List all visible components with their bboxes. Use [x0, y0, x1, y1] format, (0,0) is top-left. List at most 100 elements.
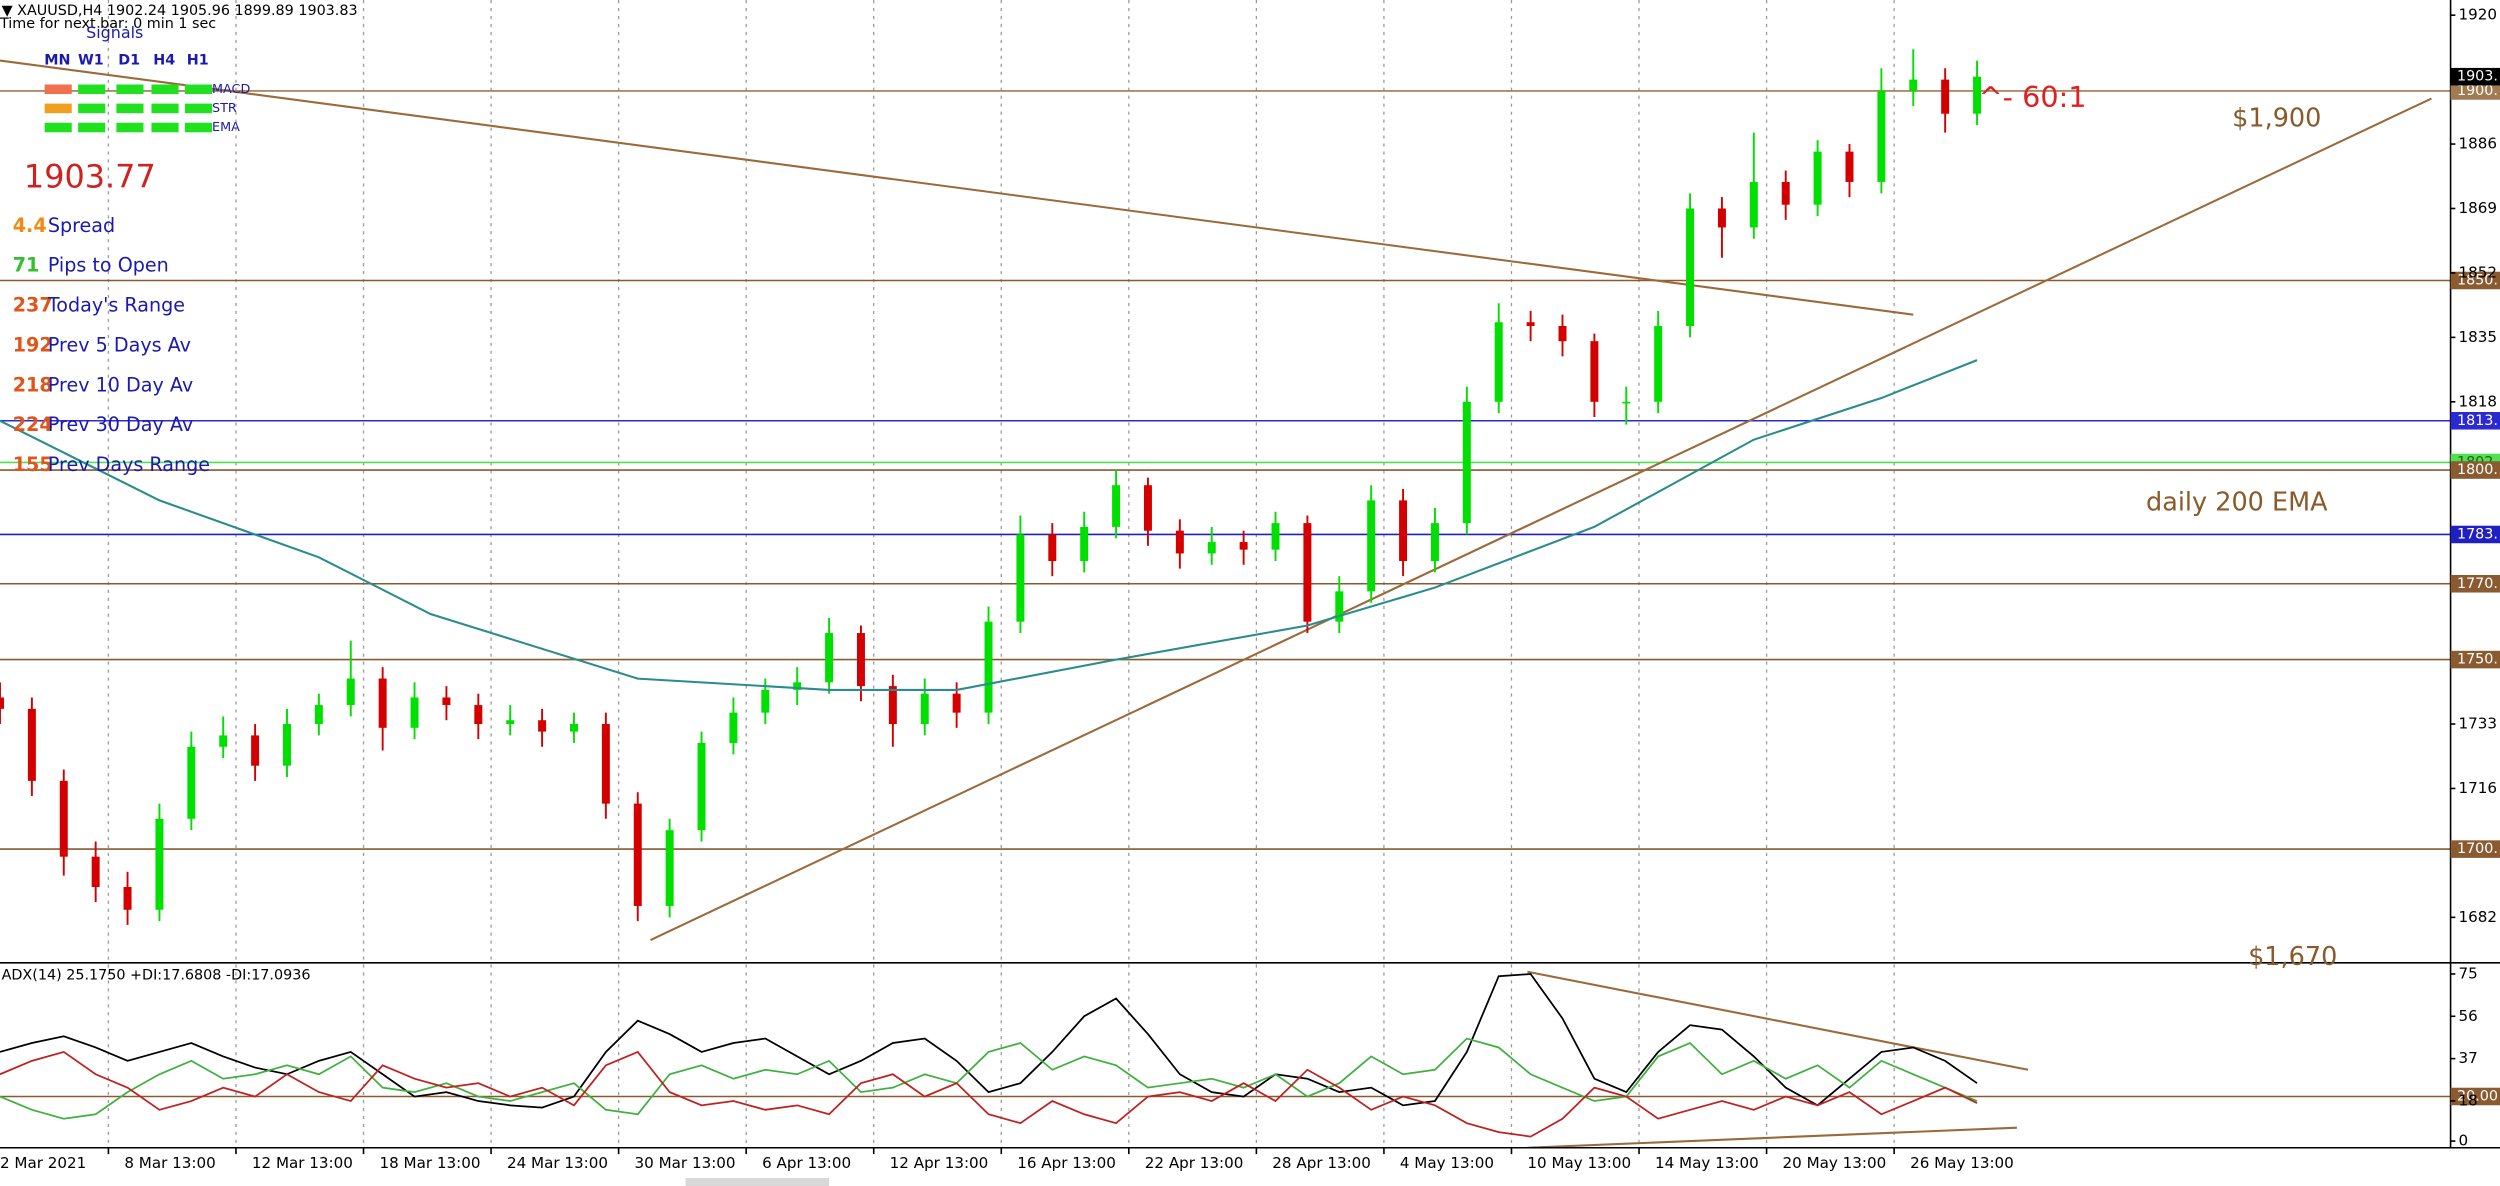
candle-body [1112, 485, 1121, 527]
candle-body [952, 693, 961, 713]
signal-box [151, 84, 179, 95]
annotation: ^- 60:1 [1979, 80, 2087, 114]
signal-box [78, 84, 106, 95]
level-box [2450, 525, 2500, 544]
x-tick-label: 12 Apr 13:00 [890, 1154, 989, 1172]
candle-body [27, 708, 36, 781]
stat-value: 224 [13, 413, 53, 436]
candle-body [378, 678, 387, 728]
candle-body [984, 621, 993, 713]
candle-body [601, 724, 610, 804]
stat-value: 4.4 [13, 214, 47, 237]
candle-body [1590, 341, 1599, 402]
candle-body [633, 803, 642, 906]
level-box [2450, 411, 2500, 430]
y-tick-label: 56 [2459, 1007, 2478, 1025]
candle-body [155, 818, 164, 910]
grid-layer [107, 0, 1895, 1148]
x-tick-label: 20 May 13:00 [1783, 1154, 1887, 1172]
x-tick-label: 28 Apr 13:00 [1272, 1154, 1371, 1172]
trendline [1527, 1126, 2017, 1148]
candle-body [410, 697, 419, 728]
y-tick-label: 1835 [2459, 328, 2498, 346]
signal-box [116, 103, 144, 114]
annotation: $1,900 [2232, 104, 2321, 134]
signal-box [78, 103, 106, 114]
stat-label: Spread [48, 214, 115, 237]
level-label: 1850. [2457, 273, 2498, 289]
level-label: 1800. [2457, 462, 2498, 478]
candle-body [856, 633, 865, 687]
candle-body [1941, 79, 1950, 114]
level-label: 20.00 [2457, 1089, 2498, 1105]
candle-body [1271, 523, 1280, 550]
candle-body [1781, 181, 1790, 205]
scrollbar[interactable] [685, 1178, 830, 1186]
y-tick-label: 18 [2459, 1091, 2478, 1109]
x-tick-label: 14 May 13:00 [1655, 1154, 1759, 1172]
candle-body [697, 742, 706, 831]
signal-box [151, 103, 179, 114]
y-tick-label: 1920 [2459, 6, 2498, 24]
indicator-line [0, 1050, 1978, 1138]
stat-value: 192 [13, 333, 53, 356]
candle-body [1749, 181, 1758, 228]
candle-body [1367, 500, 1376, 592]
x-tick-label: 30 Mar 13:00 [635, 1154, 736, 1172]
stat-value: 71 [13, 254, 40, 277]
stat-value: 155 [13, 453, 53, 476]
level-box [2450, 82, 2500, 100]
candle-body [442, 697, 451, 706]
candle-body [251, 735, 260, 766]
candle-body [1686, 208, 1695, 326]
level-label: 1813. [2457, 413, 2498, 429]
candle-body [1016, 534, 1025, 622]
y-tick-label: 1818 [2459, 392, 2498, 410]
candle-body [1335, 591, 1344, 622]
current-price-box [2450, 67, 2500, 86]
stat-label: Pips to Open [48, 254, 169, 277]
candle-body [1622, 401, 1631, 404]
candle-body [888, 686, 897, 725]
candle-body [1877, 90, 1886, 182]
signal-column: D1 [118, 53, 140, 69]
y-tick-label: 37 [2459, 1049, 2478, 1067]
signal-box [184, 122, 213, 133]
level-box [2450, 271, 2500, 290]
level-box [2450, 574, 2500, 593]
signal-column: H4 [153, 53, 175, 69]
candle-body [920, 693, 929, 725]
x-tick-label: 12 Mar 13:00 [252, 1154, 353, 1172]
signal-column: W1 [78, 53, 104, 69]
candle-body [283, 724, 291, 766]
candle-body [1143, 485, 1152, 531]
candle-body [1909, 79, 1918, 91]
candle-body [538, 720, 547, 732]
trendline [0, 59, 1914, 316]
y-tick-label: 1852 [2459, 263, 2498, 281]
signal-box [78, 122, 106, 133]
candle-body [1462, 401, 1471, 524]
x-tick-label: 22 Apr 13:00 [1145, 1154, 1244, 1172]
candle-body [1973, 76, 1982, 114]
candle-body [793, 682, 802, 690]
current-price: 1903.77 [24, 158, 156, 196]
x-tick-label: 2 Mar 2021 [0, 1154, 86, 1172]
x-tick-label: 16 Apr 13:00 [1017, 1154, 1116, 1172]
candle-body [1207, 542, 1216, 554]
candle-body [219, 735, 228, 747]
candle-body [761, 689, 770, 713]
y-tick-label: 1716 [2459, 779, 2498, 797]
candle-body [825, 633, 834, 683]
stat-label: Prev 10 Day Av [48, 373, 193, 396]
y-tick-label: 1682 [2459, 908, 2498, 926]
x-tick-label: 8 Mar 13:00 [124, 1154, 215, 1172]
stat-value: 237 [13, 294, 53, 317]
stat-value: 218 [13, 373, 53, 396]
indicator-title: ADX(14) 25.1750 +DI:17.6808 -DI:17.0936 [2, 968, 311, 984]
candle-body [123, 887, 132, 910]
level-box [2450, 461, 2500, 479]
signal-box [116, 122, 144, 133]
signals-title: Signals [86, 23, 143, 42]
